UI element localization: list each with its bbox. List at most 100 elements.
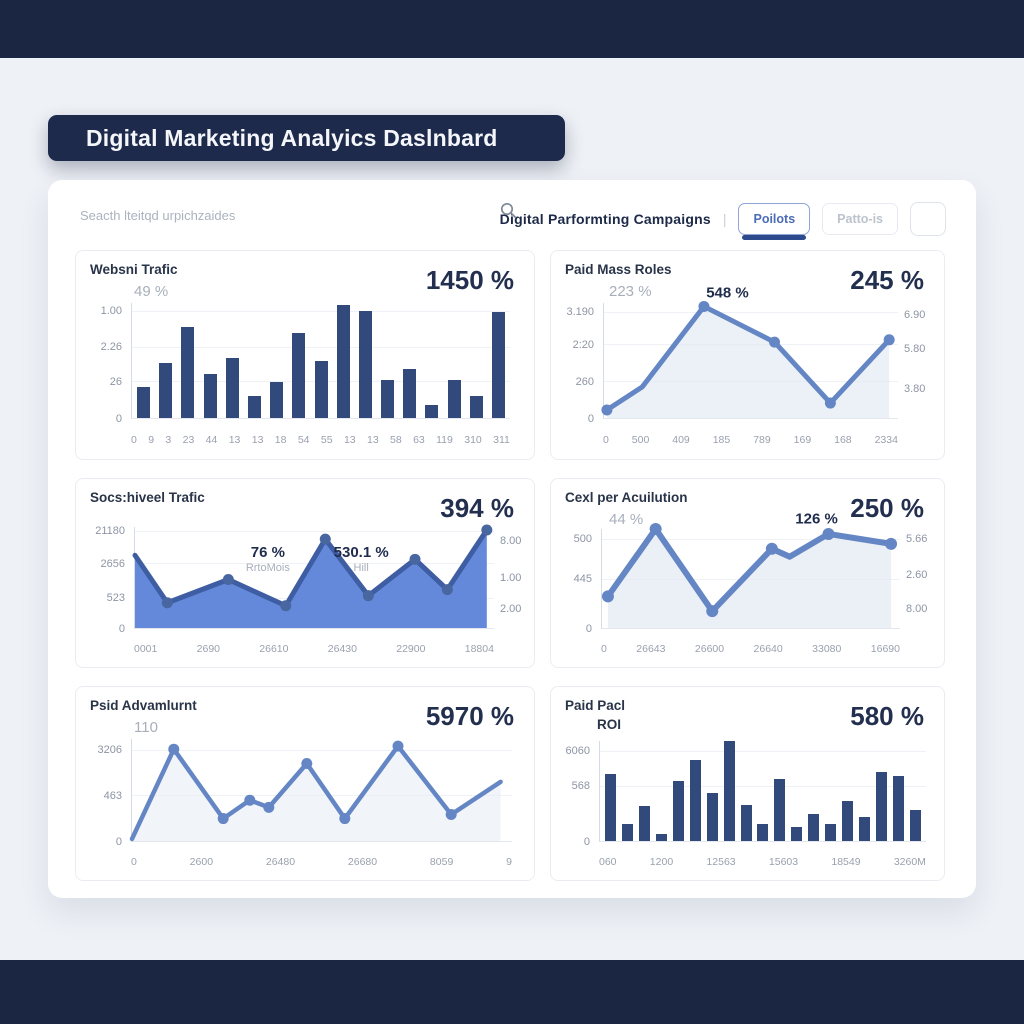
line-chart-svg xyxy=(601,523,898,628)
bar-series xyxy=(600,741,926,841)
gridline xyxy=(600,786,926,787)
bar xyxy=(876,772,887,841)
x-axis-tick-label: 311 xyxy=(493,434,510,446)
y-axis-tick-label: 21180 xyxy=(95,525,125,538)
gridline xyxy=(132,311,510,313)
x-axis-tick-label: 63 xyxy=(413,434,425,446)
line-chart-svg xyxy=(132,524,493,628)
bar xyxy=(842,801,854,841)
bar xyxy=(892,776,904,841)
bar xyxy=(447,380,461,418)
data-point xyxy=(222,574,234,586)
plot-area: 126 % xyxy=(601,511,900,629)
chart-annotation: 126 % xyxy=(795,511,838,528)
x-axis-tick-label: 0 xyxy=(601,643,607,655)
bar xyxy=(336,305,350,418)
y-axis-tick-label: 2.26 xyxy=(100,341,122,354)
gridline xyxy=(135,531,494,533)
bar xyxy=(909,810,921,841)
y-axis-right: 5.66 2.60 8.00 xyxy=(902,529,942,629)
chart-title: Socs:hiveel Trafic xyxy=(90,490,205,505)
bar xyxy=(358,311,372,418)
bar xyxy=(706,793,718,841)
bottom-navy-bar xyxy=(0,960,1024,1024)
bar xyxy=(689,760,701,841)
x-axis-tick-label: 185 xyxy=(712,434,731,446)
tab-poilots[interactable]: Poilots xyxy=(738,203,811,240)
x-axis-tick-label: 0001 xyxy=(134,643,158,655)
x-axis-tick-label: 9 xyxy=(148,434,155,446)
top-navy-bar xyxy=(0,0,1024,58)
page-title-badge: Digital Marketing Analyics Daslnbard xyxy=(48,115,565,161)
bar xyxy=(774,779,786,841)
data-point xyxy=(280,600,292,612)
plot-area xyxy=(131,303,510,419)
chart-big-value: 5970 % xyxy=(425,701,514,731)
y-axis-tick-label: 0 xyxy=(587,413,594,425)
y-axis-tick-label: 260 xyxy=(575,375,594,388)
bar xyxy=(203,374,217,418)
bar xyxy=(740,805,752,841)
x-axis-tick-label: 2600 xyxy=(189,856,214,868)
x-axis-tick-label: 13 xyxy=(228,434,241,446)
x-axis-tick-label: 500 xyxy=(631,434,650,446)
x-axis: 0001 2690 26610 26430 22900 18804 xyxy=(134,643,494,655)
gridline xyxy=(602,538,900,540)
y-axis-tick-label: 3.190 xyxy=(566,306,594,319)
search-button[interactable] xyxy=(500,202,946,236)
y-axis-tick-label: 6.90 xyxy=(904,308,926,321)
x-axis-tick-label: 169 xyxy=(793,434,812,446)
data-point xyxy=(885,537,898,550)
x-axis-tick-label: 54 xyxy=(297,434,310,446)
search-icon xyxy=(500,202,516,219)
y-axis-tick-label: 2.60 xyxy=(906,569,928,581)
x-axis-tick-label: 13 xyxy=(343,434,356,446)
chart-big-value: 245 % xyxy=(850,265,924,295)
bar xyxy=(137,386,150,418)
chart-title: Websni Trafic xyxy=(90,262,178,277)
bar xyxy=(159,362,173,418)
x-axis-tick-label: 0 xyxy=(603,434,609,446)
data-point xyxy=(441,584,453,596)
chart-title: Cexl per Acuilution xyxy=(565,490,688,505)
bar xyxy=(403,368,417,418)
bar xyxy=(638,806,650,841)
x-axis-tick-label: 310 xyxy=(464,434,482,446)
x-axis-tick-label: 060 xyxy=(599,856,617,868)
x-axis-tick-label: 13 xyxy=(366,434,379,446)
data-point xyxy=(339,813,351,825)
x-axis-tick-label: 1200 xyxy=(649,856,674,868)
y-axis-left: 3.190 2:20 260 0 xyxy=(551,303,600,425)
gridline xyxy=(604,312,898,314)
gridline xyxy=(600,751,926,752)
x-axis-tick-label: 15603 xyxy=(768,856,799,868)
data-point xyxy=(883,334,895,346)
tab-pattois[interactable]: Patto-is xyxy=(822,203,898,235)
x-axis-tick-label: 26640 xyxy=(753,643,783,655)
chart-title: Paid Mass Roles xyxy=(565,262,672,277)
bar xyxy=(314,360,328,418)
bar xyxy=(791,827,803,841)
x-axis-tick-label: 2690 xyxy=(196,643,220,655)
chart-title-line2: ROI xyxy=(597,717,622,732)
x-axis-tick-label: 33080 xyxy=(812,643,842,655)
bar-series xyxy=(132,303,510,418)
bar xyxy=(672,781,684,841)
y-axis-tick-label: 1.00 xyxy=(500,572,522,584)
chart-big-value: 580 % xyxy=(850,701,924,731)
x-axis: 0 9 3 23 44 13 13 18 54 55 13 13 58 63 119 310 311 xyxy=(131,434,510,446)
y-axis-left: 3206 463 0 xyxy=(76,739,128,848)
chart-card-paid-mass-roles: Paid Mass Roles 223 % 245 % 3.190 2:20 260… xyxy=(550,250,945,460)
x-axis-tick-label: 26680 xyxy=(347,856,378,868)
data-point xyxy=(217,813,229,825)
search-input[interactable]: Seacth lteitqd urpichzaides xyxy=(80,208,236,223)
chart-sub-label: 49 % xyxy=(134,283,169,300)
plot-area xyxy=(129,739,512,842)
chart-annotation-value: 548 % xyxy=(706,284,749,302)
y-axis-tick-label: 26 xyxy=(109,375,122,388)
data-point xyxy=(601,404,613,416)
y-axis-tick-label: 6060 xyxy=(565,745,590,758)
x-axis-tick-label: 9 xyxy=(506,856,512,868)
